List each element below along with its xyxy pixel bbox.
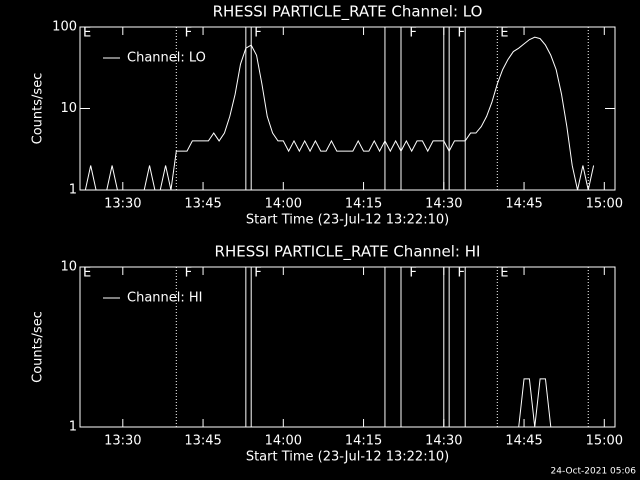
x-tick-label: 14:00 [265,434,302,449]
x-axis-label: Start Time (23-Jul-12 13:22:10) [246,450,449,465]
chart-title: RHESSI PARTICLE_RATE Channel: HI [215,243,481,262]
legend-label: Channel: LO [127,51,206,66]
x-tick-label: 13:45 [184,197,221,212]
flag-label: E [500,266,508,281]
flag-label: F [409,26,416,41]
x-tick-label: 14:00 [265,197,302,212]
flag-label: F [185,26,192,41]
footer: 24-Oct-2021 05:06 [551,467,637,477]
data-line [518,378,552,427]
y-tick-label: 1 [69,183,77,198]
legend-label: Channel: HI [127,291,203,306]
y-tick-label: 10 [60,101,77,116]
y-axis-label: Counts/sec [31,311,46,383]
y-axis-label: Counts/sec [31,73,46,145]
x-tick-label: 15:00 [586,197,623,212]
flag-label: E [83,266,91,281]
chart-title: RHESSI PARTICLE_RATE Channel: LO [213,3,483,22]
y-tick-label: 1 [69,420,77,435]
data-line [80,36,595,190]
plot-frame [79,266,616,428]
flag-label: E [83,26,91,41]
x-tick-label: 13:30 [104,197,141,212]
flag-label: F [254,26,261,41]
flag-label: F [458,26,465,41]
y-tick-label: 10 [60,260,77,275]
x-tick-label: 13:30 [104,434,141,449]
x-tick-label: 13:45 [184,434,221,449]
x-axis-label: Start Time (23-Jul-12 13:22:10) [246,213,449,228]
x-tick-label: 15:00 [586,434,623,449]
x-tick-label: 14:15 [345,434,382,449]
y-tick-label: 100 [52,20,77,35]
x-tick-label: 14:15 [345,197,382,212]
x-tick-label: 14:30 [425,434,462,449]
flag-label: F [254,266,261,281]
flag-label: F [185,266,192,281]
x-tick-label: 14:45 [505,434,542,449]
flag-label: F [409,266,416,281]
flag-label: F [458,266,465,281]
x-tick-label: 14:45 [505,197,542,212]
flag-label: E [500,26,508,41]
x-tick-label: 14:30 [425,197,462,212]
